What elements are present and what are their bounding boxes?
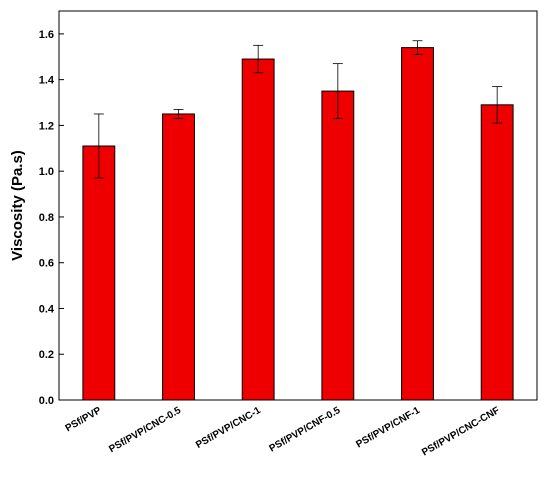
x-category-label: PSf/PVP/CNF-1 [354,405,422,451]
bar [162,113,195,401]
y-tick-label: 0.0 [39,395,54,407]
bar [321,90,355,401]
x-axis-ticks [98,395,498,400]
x-category-label: PSf/PVP/CNC-1 [194,405,263,451]
x-category-label: PSf/PVP/CNC-CNF [420,405,502,458]
y-tick-label: 1.2 [39,120,54,132]
y-axis-ticks [59,33,64,401]
y-tick-label: 0.2 [39,349,54,361]
bar [401,47,434,401]
y-tick-label: 0.8 [39,212,54,224]
x-category-labels: PSf/PVP PSf/PVP/CNC-0.5 PSf/PVP/CNC-1 PSf/P… [64,405,502,459]
plot-frame [58,10,538,401]
y-tick-label: 1.4 [39,75,55,87]
bar [241,58,275,401]
y-tick-label: 1.6 [39,29,54,41]
x-category-label: PSf/PVP [64,405,104,434]
y-tick-label: 0.4 [39,303,55,315]
y-tick-labels: 0.0 0.2 0.4 0.6 0.8 1.0 1.2 1.4 1.6 [39,29,55,407]
y-tick-label: 1.0 [39,166,54,178]
y-axis-title: Viscosity (Pa.s) [9,150,26,261]
x-category-label: PSf/PVP/CNC-0.5 [107,405,183,455]
bars [82,47,514,401]
x-category-label: PSf/PVP/CNF-0.5 [268,405,343,455]
bar [82,145,116,401]
y-tick-label: 0.6 [39,258,54,270]
bar [480,104,514,401]
error-bars [93,40,503,179]
